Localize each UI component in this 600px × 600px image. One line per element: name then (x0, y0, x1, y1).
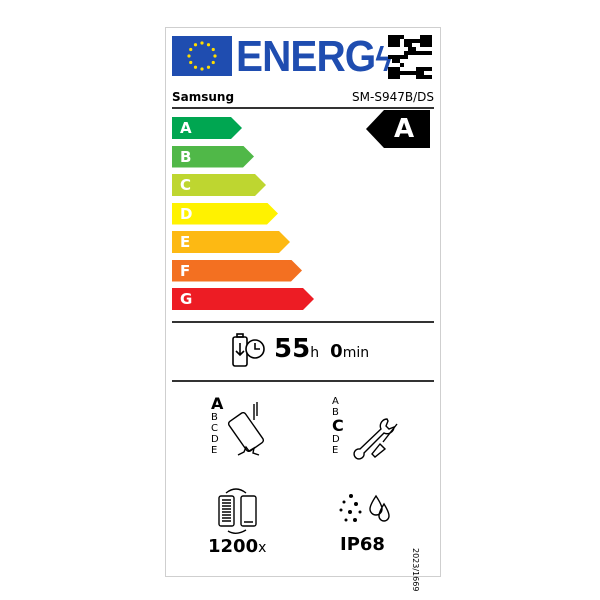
star-icon (200, 67, 204, 71)
energy-class-a: A (172, 117, 242, 139)
star-icon (189, 60, 193, 65)
energy-class-e: E (172, 231, 290, 253)
divider (172, 107, 434, 109)
class-letter: A (211, 394, 224, 413)
energy-class-f: F (172, 260, 302, 282)
class-letter: C (211, 423, 218, 434)
dust-water-icon (336, 490, 396, 534)
class-letter: D (211, 434, 219, 445)
class-letter: E (332, 445, 339, 456)
class-letter: D (332, 434, 340, 445)
star-icon (206, 43, 211, 47)
divider (172, 321, 434, 323)
brand-name: Samsung (172, 90, 235, 104)
divider (172, 380, 434, 382)
star-icon (211, 60, 215, 65)
energy-logo: ENERGϟ (236, 32, 392, 81)
energy-class-c: C (172, 174, 266, 196)
star-icon (211, 47, 215, 52)
class-letter: C (332, 416, 344, 435)
star-icon (213, 54, 217, 58)
energy-class-d: D (172, 203, 278, 225)
repair-tools-icon (352, 416, 402, 464)
battery-endurance-icon (230, 333, 270, 373)
star-icon (206, 65, 211, 69)
energy-rating-badge: A (366, 110, 430, 148)
star-icon (187, 54, 191, 58)
class-letter: B (211, 412, 218, 423)
battery-endurance: 55h 0min (274, 334, 370, 364)
energy-class-b: B (172, 146, 254, 168)
star-icon (200, 41, 204, 45)
star-icon (193, 43, 198, 47)
battery-cycles-icon (214, 486, 264, 540)
eu-flag-icon (172, 36, 232, 76)
energy-class-g: G (172, 288, 314, 310)
class-letter: A (332, 396, 339, 407)
star-icon (193, 65, 198, 69)
star-icon (189, 47, 193, 52)
class-letter: B (332, 407, 339, 418)
qr-code-icon[interactable] (388, 35, 432, 79)
ip-rating: IP68 (340, 534, 385, 555)
model-id: SM-S947B/DS (352, 90, 434, 104)
class-letter: E (211, 445, 218, 456)
phone-drop-icon (226, 400, 276, 466)
regulation-number: 2023/1669 (411, 548, 420, 592)
battery-cycles: 1200x (208, 536, 267, 557)
